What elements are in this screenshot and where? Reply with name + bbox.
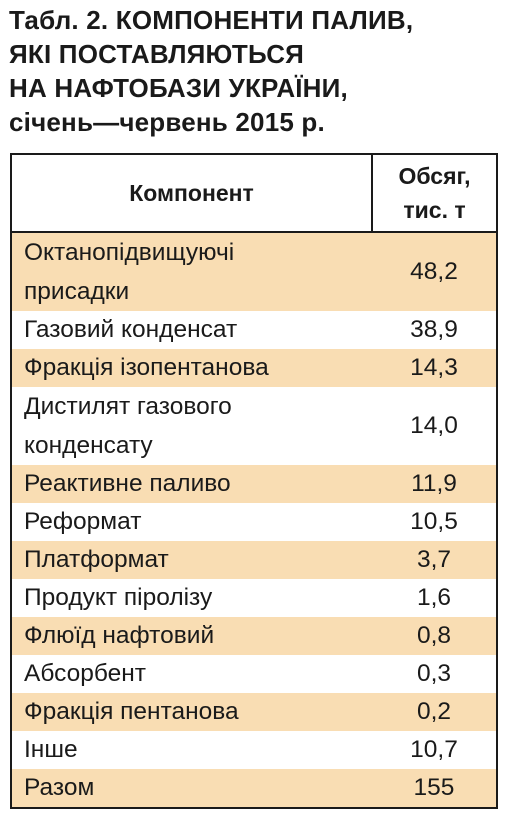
table-title: Табл. 2. КОМПОНЕНТИ ПАЛИВ, ЯКІ ПОСТАВЛЯЮ… <box>9 3 509 139</box>
component-name-line: Дистилят газового <box>24 393 232 420</box>
header-volume-line1: Обсяг, <box>398 163 471 189</box>
volume-value: 10,7 <box>410 736 458 763</box>
title-line: ЯКІ ПОСТАВЛЯЮТЬСЯ <box>9 39 305 69</box>
component-name: Реактивне паливо <box>12 465 372 503</box>
volume-value: 0,3 <box>416 660 452 687</box>
table-body: Октанопідвищуючі присадки 48,2 Газовий конд… <box>12 232 496 807</box>
component-name-line: Фракція пентанова <box>24 698 239 725</box>
title-line: Табл. 2. КОМПОНЕНТИ ПАЛИВ, <box>9 5 414 35</box>
component-name-line: Реформат <box>24 508 142 535</box>
header-volume-line2: тис. т <box>403 197 466 223</box>
component-name: Дистилят газового конденсату <box>12 387 372 465</box>
component-name: Абсорбент <box>12 655 372 693</box>
component-name: Разом <box>12 769 372 807</box>
volume-value: 48,2 <box>372 232 496 311</box>
header-volume: Обсяг, тис. т <box>372 155 496 233</box>
component-name-line: Продукт піролізу <box>24 584 213 611</box>
table-row: Октанопідвищуючі присадки 48,2 <box>12 232 496 311</box>
component-name-line: Інше <box>24 736 78 763</box>
volume-value: 38,9 <box>410 316 458 343</box>
component-name-line: Флюїд нафтовий <box>24 622 215 649</box>
volume-value: 14,3 <box>372 349 496 387</box>
volume-value: 14,0 <box>410 412 458 439</box>
table-row: Реактивне паливо 11,9 <box>12 465 496 503</box>
component-name: Продукт піролізу <box>12 579 372 617</box>
table-row: Разом 155 <box>12 769 496 807</box>
component-name: Інше <box>12 731 372 769</box>
component-name-line: Октанопідвищуючі <box>24 239 235 266</box>
component-name: Фракція пентанова <box>12 693 372 731</box>
component-name: Октанопідвищуючі присадки <box>12 232 372 311</box>
header-component: Компонент <box>12 155 373 233</box>
component-name-line: Платформат <box>24 546 169 573</box>
table-row: Інше 10,7 <box>12 731 496 769</box>
component-name-line: Реактивне паливо <box>24 470 231 497</box>
title-line: січень—червень 2015 р. <box>9 107 325 137</box>
table-row: Реформат 10,5 <box>12 503 496 541</box>
component-name-line: конденсату <box>24 432 153 459</box>
component-name: Газовий конденсат <box>12 311 372 349</box>
components-table: Компонент Обсяг, тис. т Октанопідвищуючі… <box>10 153 498 809</box>
volume-value: 0,2 <box>372 693 496 731</box>
table-row: Платформат 3,7 <box>12 541 496 579</box>
component-name-line: Газовий конденсат <box>24 316 238 343</box>
header-row: Компонент Обсяг, тис. т <box>12 155 496 233</box>
volume-value: 1,6 <box>416 584 452 611</box>
volume-value: 11,9 <box>372 465 496 503</box>
volume-value: 155 <box>372 769 496 807</box>
table-row: Газовий конденсат 38,9 <box>12 311 496 349</box>
table-row: Флюїд нафтовий 0,8 <box>12 617 496 655</box>
component-name-line: присадки <box>24 278 130 305</box>
component-name: Платформат <box>12 541 372 579</box>
title-line: НА НАФТОБАЗИ УКРАЇНИ, <box>9 73 348 103</box>
component-name: Реформат <box>12 503 372 541</box>
component-name: Флюїд нафтовий <box>12 617 372 655</box>
volume-value: 0,8 <box>372 617 496 655</box>
table-row: Фракція пентанова 0,2 <box>12 693 496 731</box>
table-row: Дистилят газового конденсату 14,0 <box>12 387 496 465</box>
table-row: Продукт піролізу 1,6 <box>12 579 496 617</box>
component-name: Фракція ізопентанова <box>12 349 372 387</box>
component-name-line: Разом <box>24 774 95 801</box>
volume-value: 3,7 <box>372 541 496 579</box>
data-table: Компонент Обсяг, тис. т Октанопідвищуючі… <box>12 155 496 807</box>
volume-value: 10,5 <box>410 508 458 535</box>
component-name-line: Фракція ізопентанова <box>24 354 269 381</box>
table-row: Абсорбент 0,3 <box>12 655 496 693</box>
component-name-line: Абсорбент <box>24 660 147 687</box>
table-row: Фракція ізопентанова 14,3 <box>12 349 496 387</box>
